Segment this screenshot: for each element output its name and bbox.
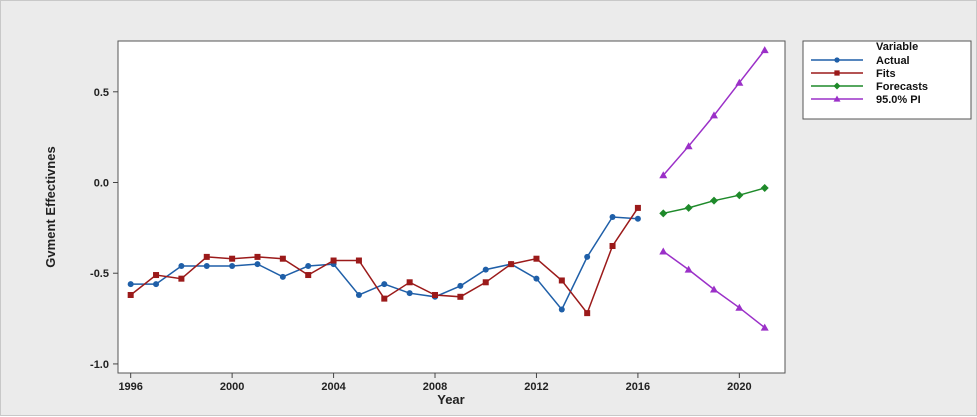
x-axis-title: Year bbox=[437, 392, 464, 407]
legend-title: Variable bbox=[876, 41, 918, 53]
data-point bbox=[457, 282, 464, 289]
series-3 bbox=[659, 46, 769, 179]
series-4 bbox=[659, 247, 769, 331]
data-point bbox=[659, 209, 668, 218]
legend-label: Actual bbox=[876, 55, 910, 67]
x-tick-label: 2000 bbox=[220, 381, 244, 393]
legend-box bbox=[802, 40, 972, 120]
y-tick-label: -0.5 bbox=[90, 268, 109, 280]
series-layer bbox=[127, 46, 769, 331]
data-point bbox=[305, 262, 312, 269]
data-point bbox=[834, 70, 840, 76]
data-point bbox=[760, 46, 769, 54]
data-point bbox=[634, 204, 641, 211]
data-point bbox=[153, 272, 160, 279]
data-point bbox=[760, 323, 769, 331]
legend-entry: Actual bbox=[811, 55, 910, 67]
data-point bbox=[381, 281, 388, 288]
legend-entry: Forecasts bbox=[811, 81, 928, 93]
legend-entry: 95.0% PI bbox=[811, 94, 921, 106]
x-tick-label: 2008 bbox=[423, 381, 447, 393]
data-point bbox=[533, 255, 540, 262]
legend-label: Fits bbox=[876, 68, 896, 80]
data-point bbox=[482, 266, 489, 273]
data-point bbox=[153, 281, 160, 288]
data-point bbox=[558, 306, 565, 313]
data-point bbox=[330, 257, 337, 264]
data-point bbox=[684, 265, 693, 273]
legend-label: Forecasts bbox=[876, 81, 928, 93]
data-point bbox=[634, 215, 641, 222]
data-point bbox=[229, 255, 236, 262]
data-point bbox=[432, 291, 439, 298]
data-point bbox=[735, 191, 744, 200]
legend-entry: Fits bbox=[811, 68, 896, 80]
data-point bbox=[203, 253, 210, 260]
data-point bbox=[833, 82, 841, 90]
data-point bbox=[229, 262, 236, 269]
data-point bbox=[482, 279, 489, 286]
data-point bbox=[279, 273, 286, 280]
x-tick-label: 2016 bbox=[626, 381, 650, 393]
data-point bbox=[760, 183, 769, 192]
data-point bbox=[558, 277, 565, 284]
data-point bbox=[709, 285, 718, 293]
x-tick-label: 2004 bbox=[321, 381, 346, 393]
data-point bbox=[178, 262, 185, 269]
data-point bbox=[584, 253, 591, 260]
data-point bbox=[381, 295, 388, 302]
data-point bbox=[457, 293, 464, 300]
data-point bbox=[709, 111, 718, 119]
data-point bbox=[684, 203, 693, 212]
x-tick-label: 1996 bbox=[118, 381, 142, 393]
data-point bbox=[584, 310, 591, 317]
legend-label: 95.0% PI bbox=[876, 94, 921, 106]
data-point bbox=[508, 261, 515, 268]
data-point bbox=[735, 78, 744, 86]
data-point bbox=[659, 171, 668, 179]
data-point bbox=[203, 262, 210, 269]
data-point bbox=[659, 247, 668, 255]
data-point bbox=[735, 303, 744, 311]
data-point bbox=[254, 253, 261, 260]
data-point bbox=[834, 57, 840, 63]
series-2 bbox=[659, 183, 769, 218]
data-point bbox=[609, 243, 616, 250]
data-point bbox=[684, 142, 693, 150]
x-axis: 1996 2000 2004 2008 2012 2016 2020 bbox=[118, 373, 752, 393]
data-point bbox=[127, 281, 134, 288]
plot-area bbox=[117, 40, 786, 374]
y-tick-label: 0.0 bbox=[94, 178, 109, 190]
data-point bbox=[305, 272, 312, 279]
data-point bbox=[355, 257, 362, 264]
y-axis: -1.0 -0.5 0.0 0.5 bbox=[90, 87, 118, 371]
data-point bbox=[406, 290, 413, 297]
data-point bbox=[127, 291, 134, 298]
series-1 bbox=[127, 204, 641, 317]
data-point bbox=[254, 261, 261, 268]
data-point bbox=[709, 196, 718, 205]
x-tick-label: 2020 bbox=[727, 381, 751, 393]
data-point bbox=[833, 95, 841, 102]
data-point bbox=[609, 213, 616, 220]
y-tick-label: -1.0 bbox=[90, 359, 109, 371]
y-tick-label: 0.5 bbox=[94, 87, 109, 99]
data-point bbox=[178, 275, 185, 282]
data-point bbox=[279, 255, 286, 262]
x-tick-label: 2012 bbox=[524, 381, 548, 393]
data-point bbox=[355, 291, 362, 298]
data-point bbox=[533, 275, 540, 282]
data-point bbox=[406, 279, 413, 286]
y-axis-title: Gvment Effectivnes bbox=[43, 146, 58, 267]
